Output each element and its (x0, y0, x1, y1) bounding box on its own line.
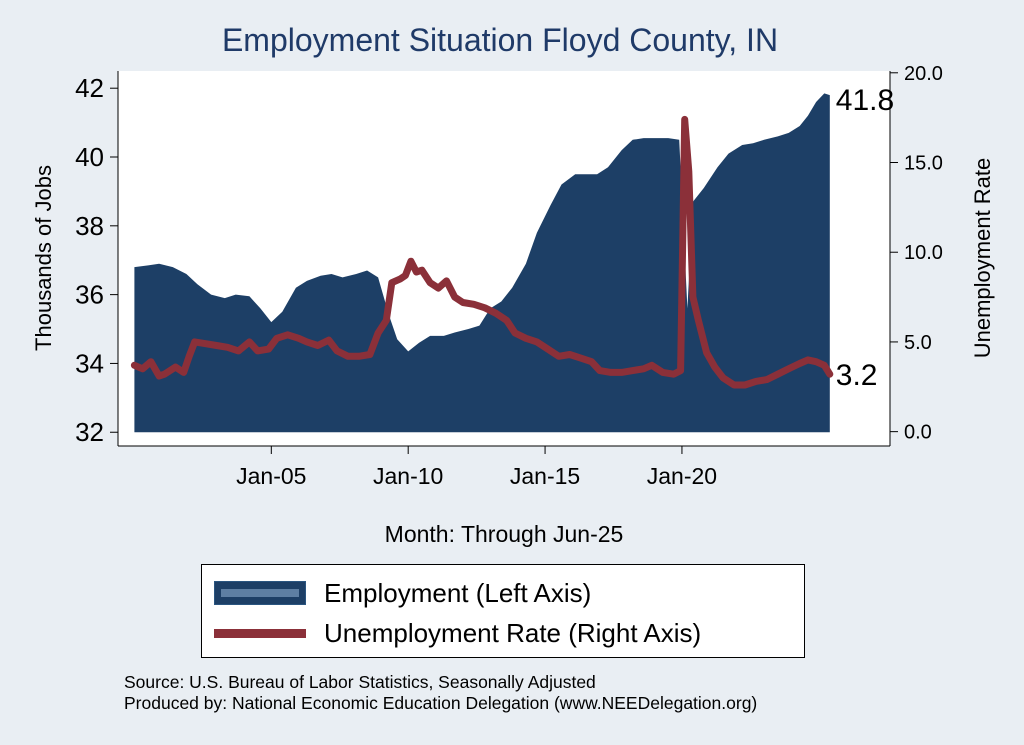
left-tick-label: 36 (75, 280, 104, 310)
legend: Employment (Left Axis) Unemployment Rate… (201, 564, 805, 658)
y-axis-right-label: Unemployment Rate (970, 158, 995, 359)
legend-swatch-employment (214, 581, 306, 605)
left-tick-label: 34 (75, 348, 104, 378)
employment-area (134, 93, 830, 433)
left-tick-label: 32 (75, 417, 104, 447)
right-tick-label: 5.0 (904, 332, 932, 354)
x-tick-label: Jan-15 (510, 463, 580, 489)
right-tick-label: 15.0 (904, 153, 943, 175)
unemployment-line-layer (130, 115, 834, 389)
chart-title: Employment Situation Floyd County, IN (221, 22, 779, 58)
legend-label-employment: Employment (Left Axis) (324, 577, 592, 608)
x-axis-label: Month: Through Jun-25 (385, 521, 624, 547)
right-tick-label: 20.0 (904, 63, 943, 85)
source-note: Source: U.S. Bureau of Labor Statistics,… (124, 672, 757, 714)
legend-label-unemployment: Unemployment Rate (Right Axis) (324, 617, 702, 648)
employment-area-layer (134, 93, 830, 433)
left-axis-ticks: 32 34 36 38 40 42 (75, 73, 118, 447)
unemployment-line (130, 115, 834, 389)
producer-line: Produced by: National Economic Education… (124, 693, 758, 713)
legend-swatch-unemployment (214, 628, 306, 638)
source-line: Source: U.S. Bureau of Labor Statistics,… (124, 672, 596, 692)
right-tick-label: 0.0 (904, 422, 932, 444)
left-tick-label: 42 (75, 73, 104, 103)
x-tick-label: Jan-20 (647, 463, 717, 489)
end-labels: 41.8 3.2 (836, 84, 894, 392)
employment-end-label: 41.8 (836, 84, 894, 117)
right-tick-label: 10.0 (904, 242, 943, 264)
left-tick-label: 40 (75, 142, 104, 172)
legend-item-unemployment: Unemployment Rate (Right Axis) (214, 617, 701, 649)
unemployment-end-label: 3.2 (836, 359, 878, 392)
legend-item-employment: Employment (Left Axis) (214, 577, 591, 609)
x-tick-label: Jan-10 (373, 463, 443, 489)
y-axis-left-label: Thousands of Jobs (31, 165, 56, 351)
x-tick-label: Jan-05 (236, 463, 306, 489)
left-tick-label: 38 (75, 211, 104, 241)
right-axis-ticks: 0.0 5.0 10.0 15.0 20.0 (890, 63, 943, 444)
x-axis-ticks: Jan-05 Jan-10 Jan-15 Jan-20 (236, 446, 717, 489)
